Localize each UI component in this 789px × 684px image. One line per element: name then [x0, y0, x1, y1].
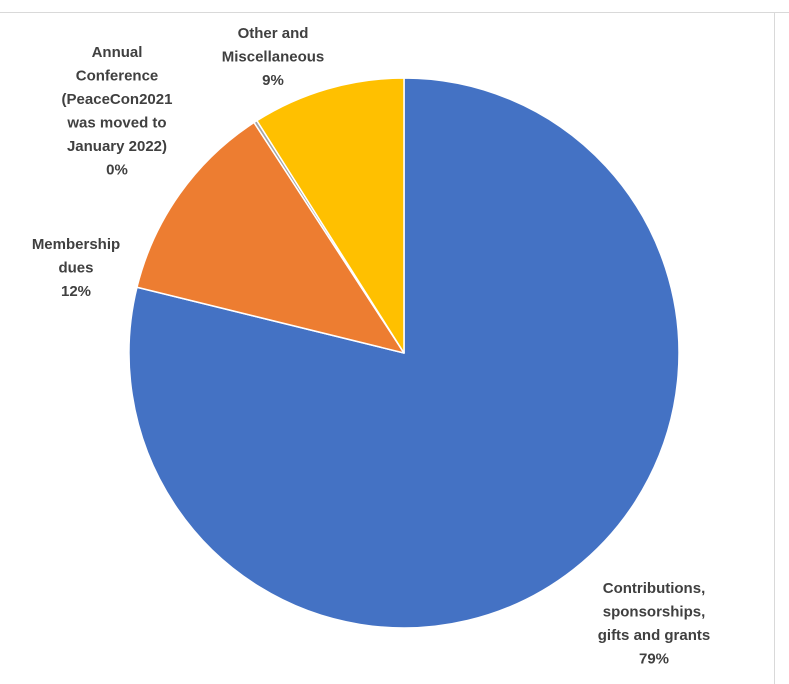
- data-label-line: January 2022): [67, 138, 167, 155]
- data-label-percent: 9%: [262, 72, 284, 89]
- chart-frame-right-border: [774, 12, 775, 684]
- data-label-percent: 0%: [106, 162, 128, 179]
- data-label-contributions-sponsorships-gifts-and-grants: Contributions, sponsorships, gifts and gra…: [598, 580, 711, 668]
- data-label-line: was moved to: [66, 115, 166, 132]
- data-label-line: Contributions,: [603, 580, 705, 597]
- data-label-line: dues: [58, 260, 93, 277]
- data-label-line: sponsorships,: [603, 604, 706, 621]
- slices-layer: [128, 77, 680, 629]
- data-label-line: Other and: [238, 25, 309, 42]
- data-label-line: Membership: [32, 236, 120, 253]
- data-label-percent: 79%: [639, 651, 669, 668]
- data-label-line: Annual: [92, 44, 143, 61]
- pie-slice-contributions-sponsorships-gifts-and-grants: [128, 77, 680, 629]
- data-label-annual-conference: Annual Conference (PeaceCon2021 was moved t…: [62, 44, 173, 179]
- data-label-other-and-miscellaneous: Other and Miscellaneous 9%: [222, 25, 325, 89]
- data-label-membership-dues: Membership dues 12%: [32, 236, 120, 300]
- data-label-line: gifts and grants: [598, 627, 711, 644]
- chart-frame-top-border: [0, 12, 789, 13]
- labels-layer: Contributions, sponsorships, gifts and gra…: [32, 25, 710, 668]
- pie-slice-other-and-miscellaneous: [256, 77, 405, 354]
- data-label-line: Conference: [76, 68, 159, 85]
- pie-slice-membership-dues: [136, 121, 405, 354]
- data-label-line: Miscellaneous: [222, 49, 325, 66]
- data-label-line: (PeaceCon2021: [62, 91, 173, 108]
- data-label-percent: 12%: [61, 283, 91, 300]
